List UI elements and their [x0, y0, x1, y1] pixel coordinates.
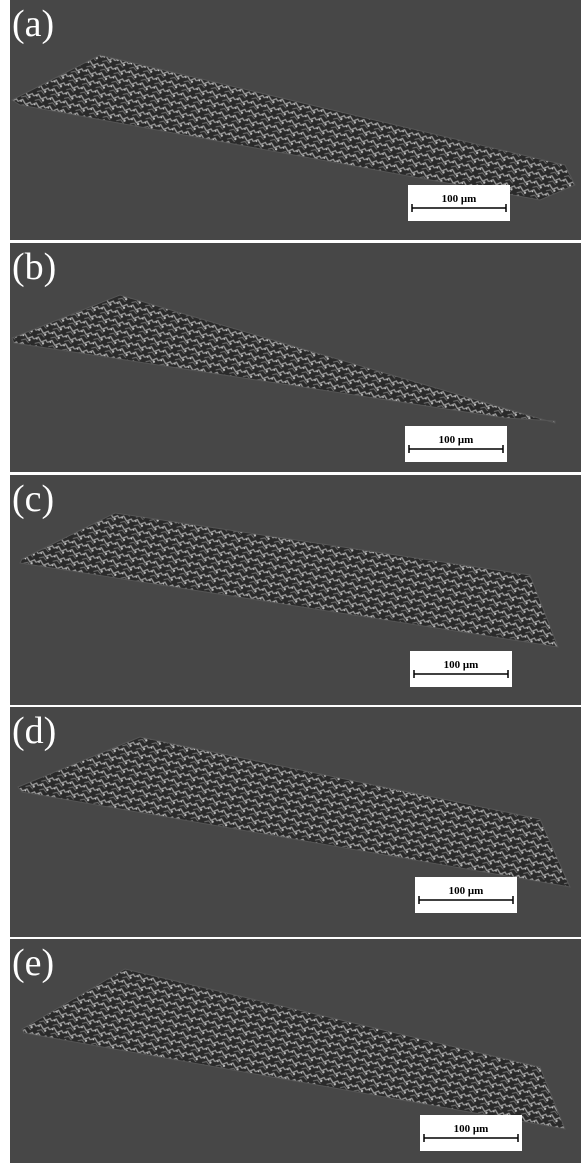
scale-label: 100 μm	[454, 1123, 489, 1135]
panel: (d) 100 μm	[10, 707, 581, 937]
scale-label: 100 μm	[439, 434, 474, 446]
scale-label: 100 μm	[442, 193, 477, 205]
scale-label: 100 μm	[444, 659, 479, 671]
scale-bar: 100 μm	[415, 877, 517, 913]
panel: (e) 100 μm	[10, 939, 581, 1163]
panel-label: (b)	[12, 246, 56, 288]
scale-label: 100 μm	[449, 885, 484, 897]
panel-label: (d)	[12, 710, 56, 752]
panel: (c) 100 μm	[10, 475, 581, 705]
scale-bar: 100 μm	[410, 651, 512, 687]
panel: (b) 100 μm	[10, 243, 581, 472]
panel-label: (e)	[12, 942, 54, 984]
scale-bar: 100 μm	[420, 1115, 522, 1151]
panel-label: (a)	[12, 3, 54, 45]
scale-bar: 100 μm	[408, 185, 510, 221]
scale-bar: 100 μm	[405, 426, 507, 462]
figure: (a) 100 μm (b) 100 μm (c) 100 μm (d) 100 μm (e) 1…	[0, 0, 581, 1163]
panel: (a) 100 μm	[10, 0, 581, 240]
panel-label: (c)	[12, 478, 54, 520]
